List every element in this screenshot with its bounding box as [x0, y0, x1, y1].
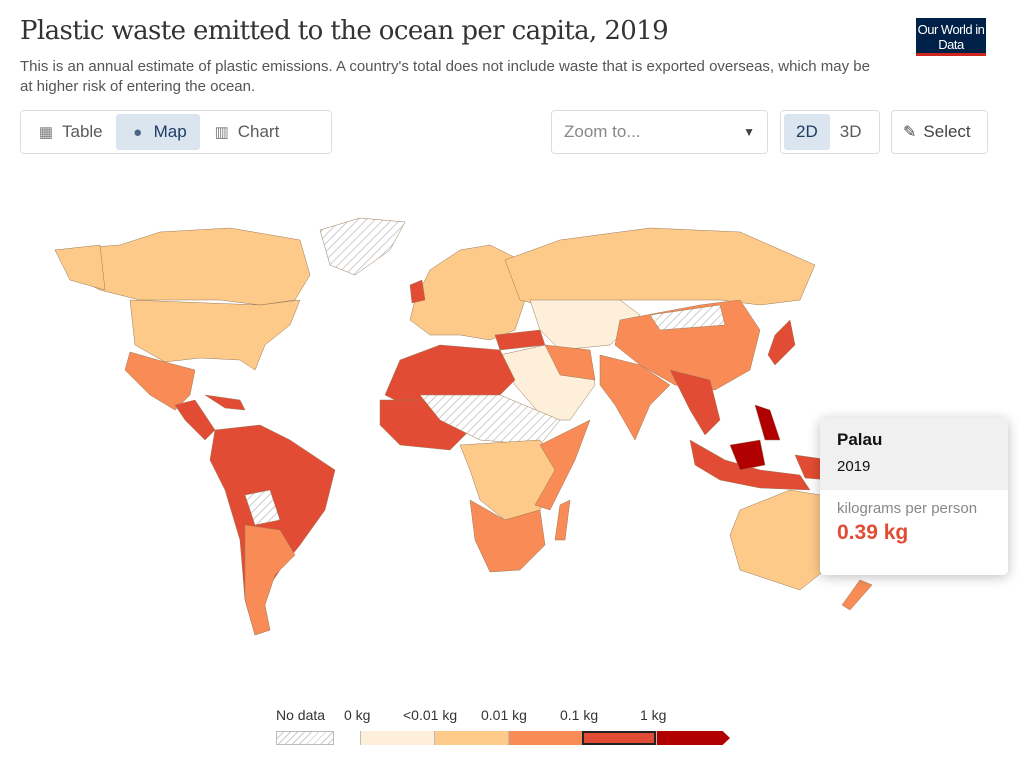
tab-map[interactable]: ● Map [115, 114, 200, 150]
region-russia[interactable] [504, 227, 816, 311]
tab-table[interactable]: ▦ Table [38, 122, 103, 141]
world-map[interactable] [0, 160, 1024, 660]
legend-label-1: <0.01 kg [403, 707, 458, 723]
chart-title: Plastic waste emitted to the ocean per c… [20, 16, 669, 46]
region-europe[interactable] [409, 244, 526, 341]
globe-icon: ● [133, 123, 143, 141]
legend-bin-0[interactable] [360, 731, 434, 745]
legend-label-0: 0 kg [344, 707, 371, 723]
region-argentina-chile[interactable] [244, 524, 296, 636]
region-borneo[interactable] [729, 439, 766, 471]
legend-bin-3[interactable] [582, 731, 656, 745]
select-button-wrap: ✎ Select [891, 110, 988, 154]
region-bolivia[interactable] [244, 489, 281, 526]
legend-bin-1[interactable] [434, 731, 508, 745]
legend-label-4: 1 kg [640, 707, 667, 723]
region-uk[interactable] [409, 279, 426, 304]
legend-no-data-swatch[interactable] [276, 731, 334, 745]
owid-logo[interactable]: Our World in Data [916, 18, 986, 56]
region-iran[interactable] [544, 344, 596, 381]
region-central-asia[interactable] [529, 299, 641, 351]
region-caribbean[interactable] [204, 394, 246, 411]
pencil-icon: ✎ [903, 124, 917, 141]
region-indonesia[interactable] [689, 439, 811, 491]
map-legend: No data 0 kg <0.01 kg 0.01 kg 0.1 kg 1 k… [270, 705, 740, 750]
legend-label-3: 0.1 kg [560, 707, 599, 723]
chart-subtitle: This is an annual estimate of plastic em… [20, 58, 870, 95]
tab-chart[interactable]: ▥ Chart [214, 122, 280, 141]
view-tabs: ▦ Table ● Map ▥ Chart [20, 110, 332, 154]
region-usa[interactable] [129, 299, 301, 371]
region-southern-africa[interactable] [469, 499, 546, 573]
region-mongolia[interactable] [649, 304, 726, 331]
legend-label-2: 0.01 kg [481, 707, 527, 723]
table-icon: ▦ [38, 124, 54, 141]
tooltip-year: 2019 [837, 458, 871, 475]
region-alaska-usa[interactable] [54, 244, 106, 291]
mode-2d-button[interactable]: 2D [784, 114, 830, 150]
mode-3d-button[interactable]: 3D [839, 122, 862, 141]
legend-bin-4[interactable] [656, 731, 730, 745]
region-new-zealand[interactable] [841, 579, 873, 611]
region-india[interactable] [599, 354, 671, 441]
legend-no-data-label: No data [276, 707, 326, 723]
region-philippines[interactable] [754, 404, 781, 441]
projection-toggle: 2D 3D [780, 110, 880, 154]
region-australia[interactable] [729, 489, 831, 591]
zoom-to-select[interactable]: Zoom to... ▼ [551, 110, 768, 154]
caret-down-icon: ▼ [743, 125, 755, 139]
region-east-africa[interactable] [534, 419, 591, 511]
map-tooltip: Palau 2019 kilograms per person 0.39 kg [820, 418, 1008, 575]
legend-bin-2[interactable] [508, 731, 582, 745]
region-se-asia[interactable] [669, 369, 721, 436]
region-mexico[interactable] [124, 351, 196, 411]
region-central-america[interactable] [174, 399, 216, 441]
select-button[interactable]: ✎ Select [903, 122, 971, 141]
tooltip-entity: Palau [837, 430, 883, 449]
chart-icon: ▥ [214, 124, 229, 141]
region-greenland[interactable] [319, 217, 406, 276]
tooltip-unit: kilograms per person [837, 500, 978, 517]
region-madagascar[interactable] [554, 499, 571, 541]
tooltip-value: 0.39 kg [837, 521, 909, 544]
region-japan[interactable] [767, 319, 796, 366]
region-canada[interactable] [54, 227, 311, 306]
